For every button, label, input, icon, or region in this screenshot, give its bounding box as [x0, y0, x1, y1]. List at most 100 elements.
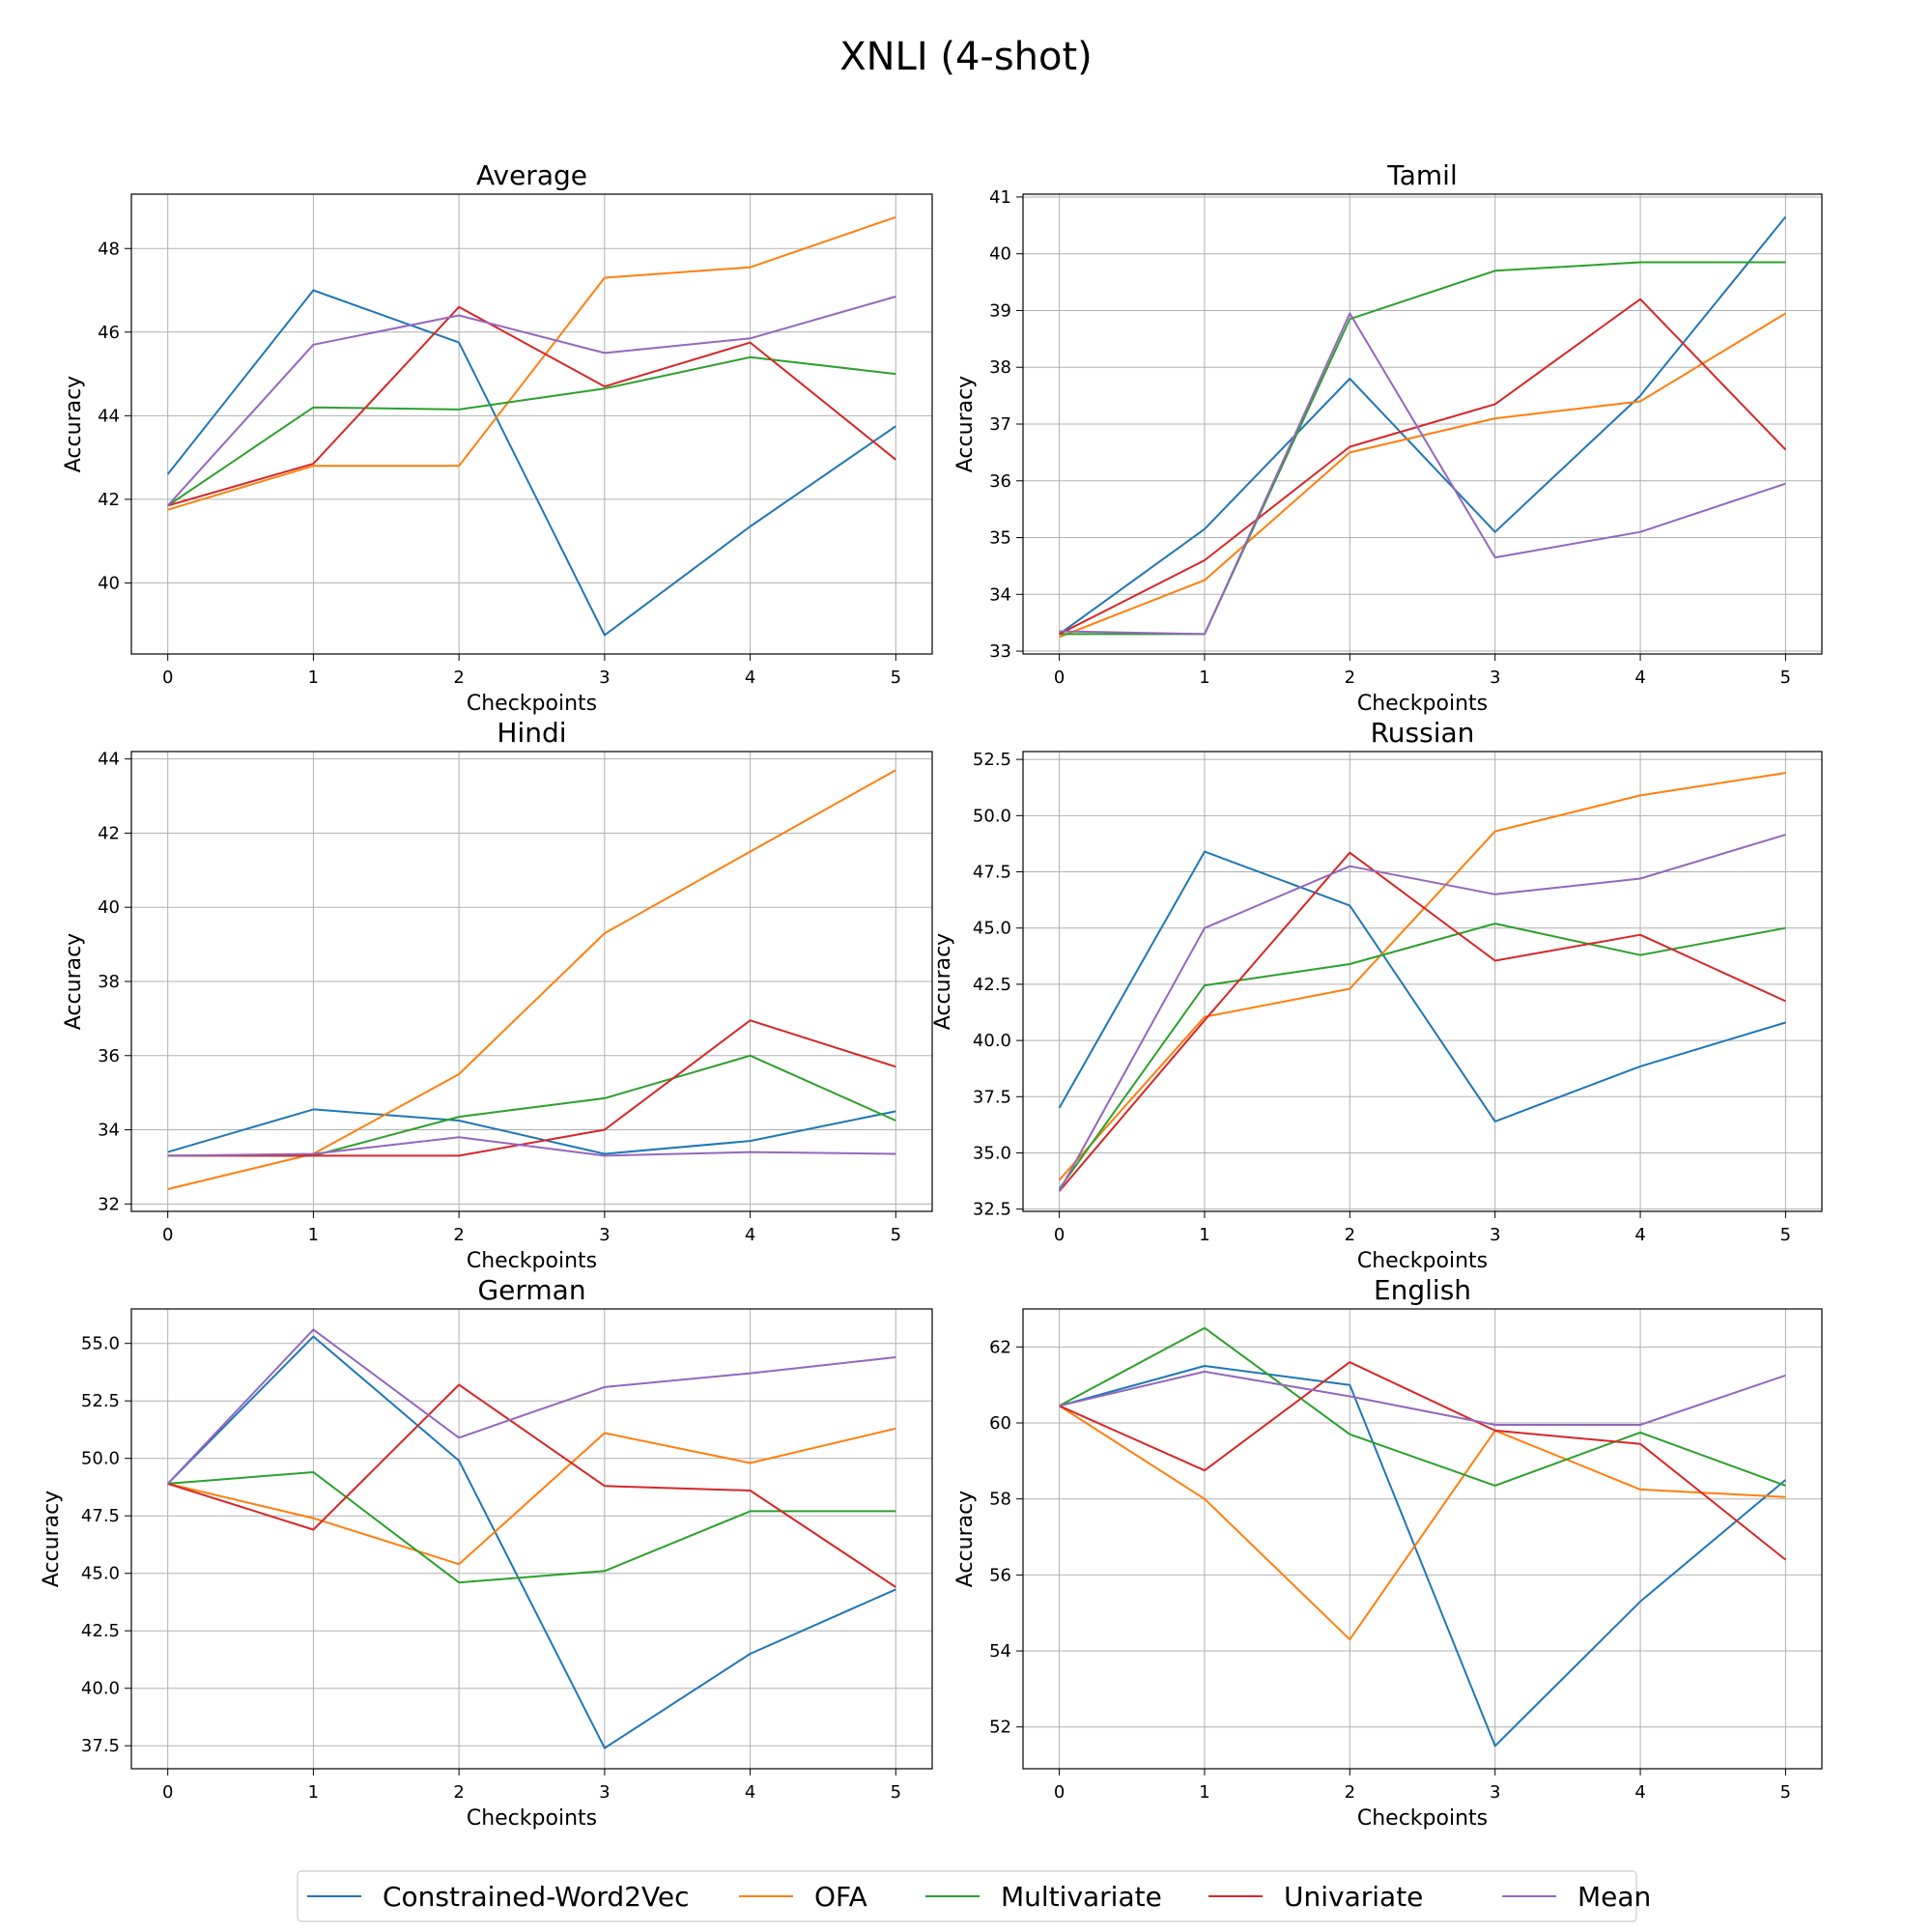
- x-tick-label: 0: [1054, 668, 1065, 688]
- x-tick-label: 0: [1054, 1782, 1065, 1803]
- x-tick-label: 3: [1490, 1225, 1500, 1245]
- y-tick-label: 52.5: [973, 750, 1011, 770]
- subplot-german: 0 1 2 3 4 5 37.5 40.0 42.5 45.0 47.5 50.0 52.5 55.0 Ge…: [40, 1274, 933, 1831]
- series-line-mean: [166, 1328, 896, 1485]
- series-line-multivariate: [1058, 923, 1786, 1190]
- axes-frame: [1022, 751, 1823, 1212]
- x-tick-label: 4: [1634, 1225, 1645, 1245]
- y-tick-label: 50.0: [973, 806, 1011, 826]
- y-tick-label: 42.5: [81, 1621, 120, 1641]
- axes-frame: [130, 193, 933, 655]
- subplot-average: 0 1 2 3 4 5 40 42 44 46 48 Average Checkpoints Accura…: [62, 159, 933, 716]
- x-tick-label: 2: [1345, 668, 1355, 688]
- x-axis-label: Checkpoints: [467, 1249, 597, 1273]
- series-line-ofa: [1059, 1405, 1786, 1641]
- y-tick-label: 45.0: [81, 1564, 120, 1584]
- subplot-title: Average: [476, 159, 587, 191]
- x-tick-label: 2: [453, 1782, 464, 1803]
- series-line-univariate: [167, 1383, 896, 1588]
- series-line-constrained-word2vec: [1059, 1365, 1787, 1747]
- x-tick-label: 1: [308, 1225, 319, 1245]
- x-tick-label: 1: [308, 1782, 319, 1803]
- subplot-russian: 0 1 2 3 4 5 32.5 35.0 37.5 40.0 42.5 45.0 47.5 50.0 52…: [931, 717, 1823, 1273]
- y-tick-label: 46: [98, 323, 120, 343]
- x-tick-label: 3: [599, 1782, 610, 1803]
- y-tick-label: 58: [989, 1490, 1011, 1510]
- y-tick-label: 50.0: [81, 1449, 120, 1469]
- x-tick-label: 0: [162, 1225, 173, 1245]
- series-line-univariate: [1058, 851, 1786, 1192]
- series-line-multivariate: [1059, 1326, 1786, 1487]
- subplot-title: Russian: [1371, 717, 1475, 749]
- y-tick-label: 36: [98, 1046, 120, 1066]
- x-tick-label: 3: [1490, 1782, 1500, 1803]
- x-axis-label: Checkpoints: [1357, 1806, 1488, 1831]
- x-tick-label: 0: [162, 1782, 173, 1803]
- x-tick-label: 2: [1345, 1782, 1355, 1803]
- series-line-mean: [1058, 834, 1786, 1192]
- subplot-title: English: [1374, 1274, 1471, 1306]
- x-tick-label: 3: [1490, 668, 1500, 688]
- series-line-ofa: [167, 1427, 896, 1566]
- y-axis-label: Accuracy: [40, 1491, 64, 1587]
- y-tick-label: 60: [989, 1413, 1011, 1434]
- y-axis-label: Accuracy: [931, 933, 955, 1030]
- y-tick-label: 42.5: [973, 975, 1011, 995]
- subplot-title: Hindi: [497, 717, 566, 749]
- y-tick-label: 52.5: [81, 1391, 120, 1411]
- series-line-univariate: [1059, 298, 1787, 636]
- x-tick-label: 1: [1199, 1782, 1209, 1803]
- legend-label: OFA: [814, 1881, 867, 1913]
- series-line-ofa: [167, 769, 896, 1190]
- series-line-mean: [1059, 1370, 1786, 1426]
- x-tick-label: 5: [1780, 1782, 1791, 1803]
- series-line-mean: [166, 296, 896, 507]
- series-line-ofa: [167, 215, 896, 511]
- y-tick-label: 40: [989, 244, 1011, 265]
- y-axis-label: Accuracy: [62, 933, 86, 1030]
- y-tick-label: 37.5: [973, 1087, 1011, 1107]
- legend-label: Mean: [1577, 1881, 1651, 1913]
- y-tick-label: 47.5: [81, 1506, 120, 1526]
- x-tick-label: 5: [891, 1225, 901, 1245]
- y-tick-label: 56: [989, 1565, 1011, 1585]
- y-tick-label: 40: [98, 897, 120, 918]
- y-tick-label: 38: [98, 972, 120, 992]
- x-tick-label: 3: [599, 668, 610, 688]
- y-tick-label: 34: [98, 1121, 120, 1141]
- x-tick-label: 0: [162, 668, 173, 688]
- x-tick-label: 1: [1199, 1225, 1209, 1245]
- x-axis-label: Checkpoints: [1357, 1249, 1488, 1273]
- subplot-grid: 0 1 2 3 4 54042444648AverageCheckpointsAccura…: [40, 159, 1823, 1831]
- series-line-constrained-word2vec: [166, 289, 896, 637]
- axes-frame: [1022, 1308, 1823, 1770]
- axes-frame: [130, 1308, 933, 1770]
- x-tick-label: 4: [745, 1782, 755, 1803]
- x-tick-label: 4: [1634, 1782, 1645, 1803]
- series-line-mean: [1059, 312, 1786, 636]
- y-tick-label: 52: [989, 1718, 1011, 1738]
- y-tick-label: 38: [989, 357, 1011, 378]
- y-tick-label: 41: [989, 187, 1011, 208]
- y-tick-label: 42: [98, 823, 120, 843]
- x-tick-label: 4: [745, 1225, 755, 1245]
- y-tick-label: 32.5: [973, 1200, 1011, 1220]
- subplot-hindi: 0 1 2 3 4 532343638404244HindiCheckpointsAccu…: [62, 717, 933, 1273]
- y-tick-label: 55.0: [81, 1334, 120, 1354]
- x-tick-label: 1: [308, 668, 319, 688]
- figure-title: XNLI (4-shot): [839, 35, 1093, 79]
- legend-entry-ofa: OFA: [739, 1881, 867, 1913]
- y-tick-label: 62: [989, 1337, 1011, 1357]
- y-tick-label: 44: [98, 406, 120, 426]
- series-line-constrained-word2vec: [166, 1335, 896, 1749]
- y-tick-label: 48: [98, 239, 120, 259]
- legend-label: Univariate: [1284, 1881, 1423, 1913]
- series-line-mean: [167, 1136, 896, 1157]
- y-tick-label: 34: [989, 584, 1011, 605]
- y-tick-label: 40.0: [81, 1679, 120, 1699]
- series-line-multivariate: [167, 355, 896, 507]
- x-tick-label: 2: [453, 1225, 464, 1245]
- y-tick-label: 42: [98, 490, 120, 510]
